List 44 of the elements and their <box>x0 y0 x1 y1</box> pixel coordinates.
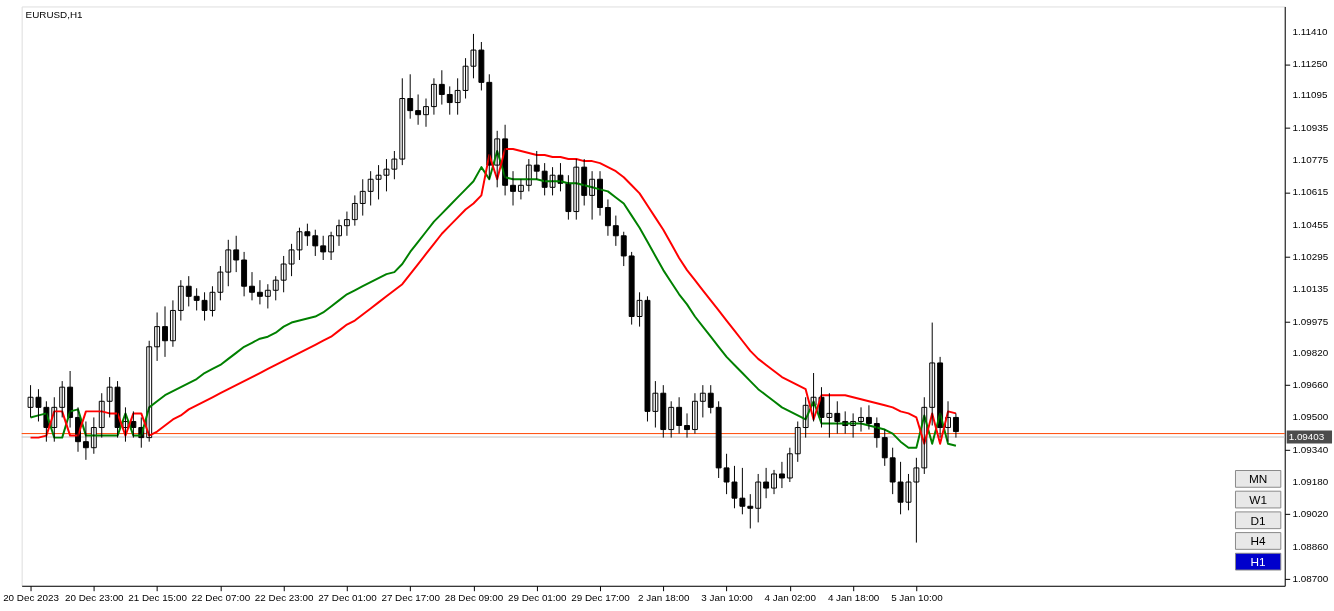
x-tick-label: 4 Jan 02:00 <box>764 592 817 604</box>
y-tick-label: 1.09660 <box>1292 379 1329 391</box>
x-tick-label: 29 Dec 17:00 <box>571 592 631 604</box>
candlestick <box>320 235 327 261</box>
x-tick-label: 28 Dec 09:00 <box>444 592 504 604</box>
text: D1 <box>1250 513 1266 528</box>
y-tick-label: 1.09180 <box>1292 475 1329 487</box>
y-tick-label: 1.11095 <box>1292 89 1328 101</box>
y-tick-label: 1.09340 <box>1292 443 1329 455</box>
y-tick-label: 1.09975 <box>1292 315 1329 327</box>
y-tick-label: 1.10295 <box>1292 250 1329 262</box>
x-tick-label: 20 Dec 2023 <box>3 592 60 604</box>
x-tick-label: 27 Dec 01:00 <box>318 592 378 604</box>
x-tick-label: 21 Dec 15:00 <box>128 592 188 604</box>
y-tick-label: 1.10775 <box>1292 154 1329 166</box>
x-tick-label: 27 Dec 17:00 <box>381 592 441 604</box>
chart-title: EURUSD,H1 <box>25 9 83 21</box>
x-tick-label: 4 Jan 18:00 <box>827 592 880 604</box>
text: H1 <box>1250 555 1266 570</box>
x-tick-label: 2 Jan 18:00 <box>638 592 691 604</box>
y-tick-label: 1.09020 <box>1292 508 1329 520</box>
x-tick-label: 29 Dec 01:00 <box>507 592 568 604</box>
y-tick-label: 1.10935 <box>1292 121 1329 133</box>
text: W1 <box>1249 493 1267 508</box>
x-tick-label: 22 Dec 23:00 <box>254 592 314 604</box>
x-tick-label: 20 Dec 23:00 <box>65 592 125 604</box>
candlestick <box>233 235 240 273</box>
x-tick-label: 5 Jan 10:00 <box>891 592 944 604</box>
y-tick-label: 1.10455 <box>1292 218 1329 230</box>
y-tick-label: 1.11410 <box>1292 25 1328 37</box>
x-tick-label: 3 Jan 10:00 <box>701 592 754 604</box>
text: H4 <box>1250 534 1267 549</box>
y-tick-label: 1.10135 <box>1292 283 1329 295</box>
x-tick-label: 22 Dec 07:00 <box>191 592 251 604</box>
y-tick-label: 1.09500 <box>1292 411 1329 423</box>
candlestick <box>533 150 540 180</box>
y-tick-label: 1.08700 <box>1292 572 1329 584</box>
y-tick-label: 1.08860 <box>1292 540 1329 552</box>
text: MN <box>1248 472 1268 487</box>
ref-line-label: 1.09403 <box>1288 430 1325 442</box>
candlestick <box>312 229 319 257</box>
y-tick-label: 1.11250 <box>1292 58 1328 70</box>
y-tick-label: 1.09820 <box>1292 346 1329 358</box>
y-tick-label: 1.10615 <box>1292 186 1329 198</box>
